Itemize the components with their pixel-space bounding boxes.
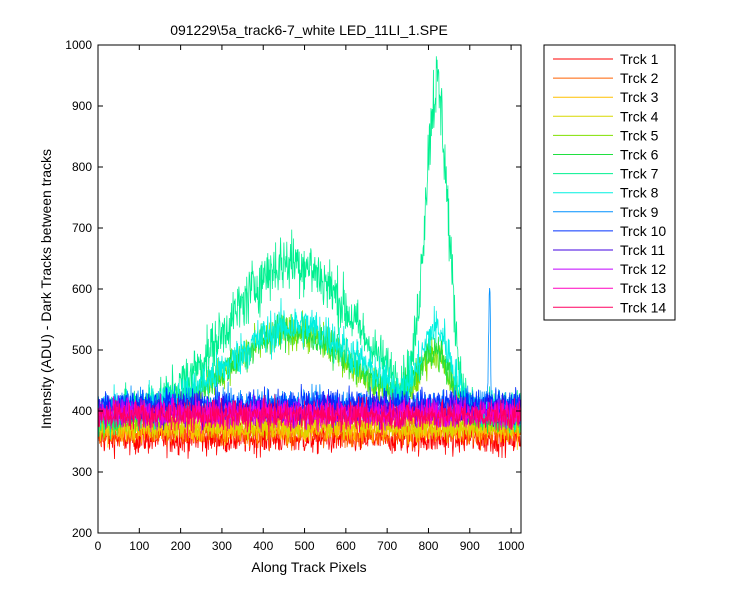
legend-label: Trck 11 [620, 242, 665, 258]
x-axis-label: Along Track Pixels [251, 559, 366, 575]
y-tick-label: 500 [72, 343, 92, 357]
legend-label: Trck 8 [620, 185, 659, 201]
legend-label: Trck 2 [620, 70, 659, 86]
x-tick-label: 900 [460, 539, 480, 553]
x-tick-label: 300 [212, 539, 232, 553]
legend-label: Trck 7 [620, 166, 659, 182]
legend-label: Trck 3 [620, 89, 659, 105]
x-tick-label: 700 [377, 539, 397, 553]
y-tick-label: 900 [72, 99, 92, 113]
legend-label: Trck 12 [620, 261, 666, 277]
series-line-trck-7 [98, 56, 521, 440]
legend-label: Trck 4 [620, 108, 659, 124]
legend-label: Trck 14 [620, 299, 666, 315]
x-tick-label: 800 [418, 539, 438, 553]
legend-label: Trck 9 [620, 204, 659, 220]
legend-label: Trck 6 [620, 147, 659, 163]
y-tick-label: 300 [72, 465, 92, 479]
y-tick-label: 600 [72, 282, 92, 296]
y-axis-label: Intensity (ADU) - Dark Tracks between tr… [38, 149, 54, 429]
y-tick-label: 700 [72, 221, 92, 235]
x-tick-label: 100 [129, 539, 149, 553]
series-line-trck-14 [98, 394, 521, 438]
chart-title: 091229\5a_track6-7_white LED_11LI_1.SPE [170, 22, 448, 38]
x-tick-label: 500 [295, 539, 315, 553]
x-tick-label: 1000 [498, 539, 525, 553]
y-tick-label: 800 [72, 160, 92, 174]
y-tick-label: 200 [72, 526, 92, 540]
x-tick-label: 600 [336, 539, 356, 553]
legend: Trck 1 Trck 2 Trck 3 Trck 4 Trck 5 Trck 6 Trck… [543, 44, 676, 321]
x-tick-label: 200 [171, 539, 191, 553]
legend-label: Trck 10 [620, 223, 666, 239]
plot-area [98, 45, 521, 533]
legend-label: Trck 13 [620, 280, 666, 296]
legend-label: Trck 1 [620, 51, 659, 67]
x-tick-label: 0 [95, 539, 102, 553]
y-tick-label: 400 [72, 404, 92, 418]
legend-label: Trck 5 [620, 127, 659, 143]
y-tick-label: 1000 [65, 38, 92, 52]
legend-box [543, 44, 676, 321]
y-axis: 200 300 400 500 600 700 800 900 1000 [65, 38, 521, 540]
x-axis: 0 100 200 300 400 500 600 700 800 900 1000 [95, 45, 525, 553]
series-group [98, 56, 521, 460]
x-tick-label: 400 [253, 539, 273, 553]
